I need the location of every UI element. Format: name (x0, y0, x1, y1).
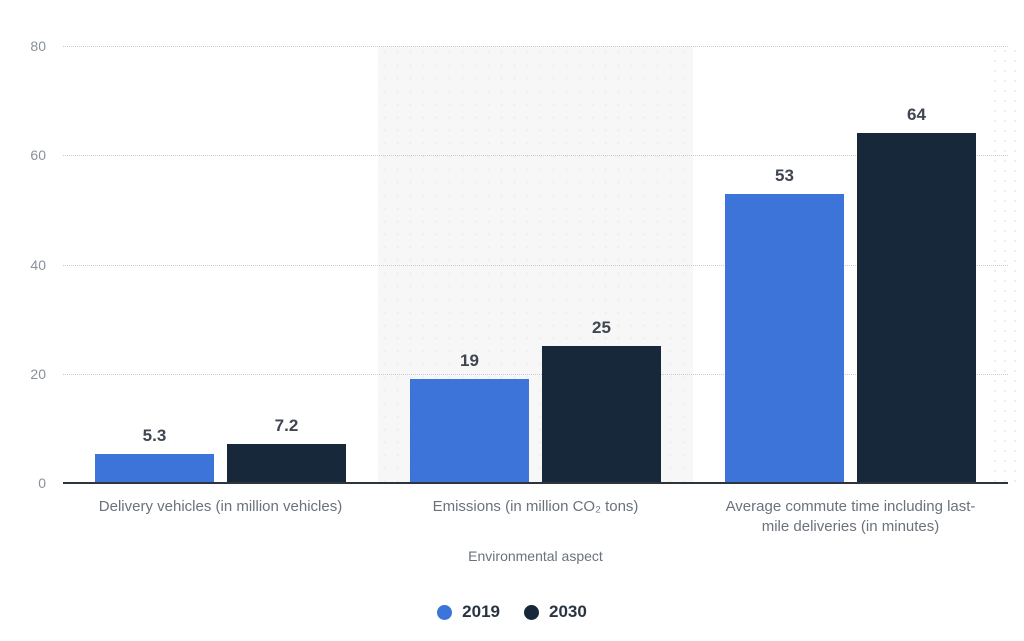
bar-2030-category-2: 25 (542, 318, 661, 483)
value-label-2030-category-1: 7.2 (274, 415, 299, 435)
category-label-cell-1: Delivery vehicles (in million vehicles) (63, 497, 378, 536)
category-labels: Delivery vehicles (in million vehicles) E… (63, 497, 1008, 536)
plot-area: 5.3 7.2 19 25 53 64 (63, 46, 1008, 483)
y-tick-label-40: 40 (30, 256, 46, 273)
category-label-cell-2: Emissions (in million CO₂ tons) (378, 497, 693, 536)
gridline-20 (63, 373, 1008, 375)
bars-layer: 5.3 7.2 19 25 53 64 (63, 46, 1008, 483)
value-label-2030-category-3: 64 (907, 105, 926, 125)
value-label-2019-category-1: 5.3 (142, 426, 167, 446)
category-label-2: Emissions (in million CO₂ tons) (432, 498, 639, 515)
right-edge-pattern (990, 46, 1024, 483)
category-label-cell-3: Average commute time including last- mil… (693, 497, 1008, 536)
y-tick-label-60: 60 (30, 147, 46, 164)
category-group-1: 5.3 7.2 (63, 46, 378, 483)
category-label-3: Average commute time including last- mil… (725, 498, 976, 535)
x-axis-title: Environmental aspect (468, 548, 603, 564)
category-group-3: 53 64 (693, 46, 1008, 483)
legend-dot-2019 (437, 604, 453, 620)
x-axis-line (63, 482, 1008, 484)
value-label-2019-category-3: 53 (775, 165, 794, 185)
y-tick-label-0: 0 (38, 475, 46, 491)
legend-label-2019: 2019 (462, 602, 500, 621)
bar-2030-category-1: 7.2 (227, 416, 346, 483)
gridline-80 (63, 46, 1008, 47)
category-label-1: Delivery vehicles (in million vehicles) (98, 498, 343, 515)
bar-2019-category-3: 53 (725, 166, 844, 483)
y-tick-label-80: 80 (30, 38, 46, 54)
gridline-40 (63, 264, 1008, 266)
legend-item-2030[interactable]: 2030 (524, 602, 587, 622)
legend-dot-2030 (524, 604, 539, 620)
category-group-2: 19 25 (378, 46, 693, 483)
legend-item-2019[interactable]: 2019 (437, 602, 500, 622)
legend: 2019 2030 (0, 600, 1024, 624)
bar-2019-category-1: 5.3 (95, 426, 214, 483)
value-label-2030-category-2: 25 (592, 318, 611, 338)
y-axis: 0 20 40 60 80 (0, 38, 46, 491)
bar-2019-category-2: 19 (410, 351, 529, 483)
value-label-2019-category-2: 19 (460, 351, 479, 371)
gridline-60 (63, 155, 1008, 157)
y-tick-label-20: 20 (30, 365, 46, 382)
bar-2030-category-3: 64 (857, 105, 976, 483)
legend-label-2030: 2030 (549, 602, 587, 621)
